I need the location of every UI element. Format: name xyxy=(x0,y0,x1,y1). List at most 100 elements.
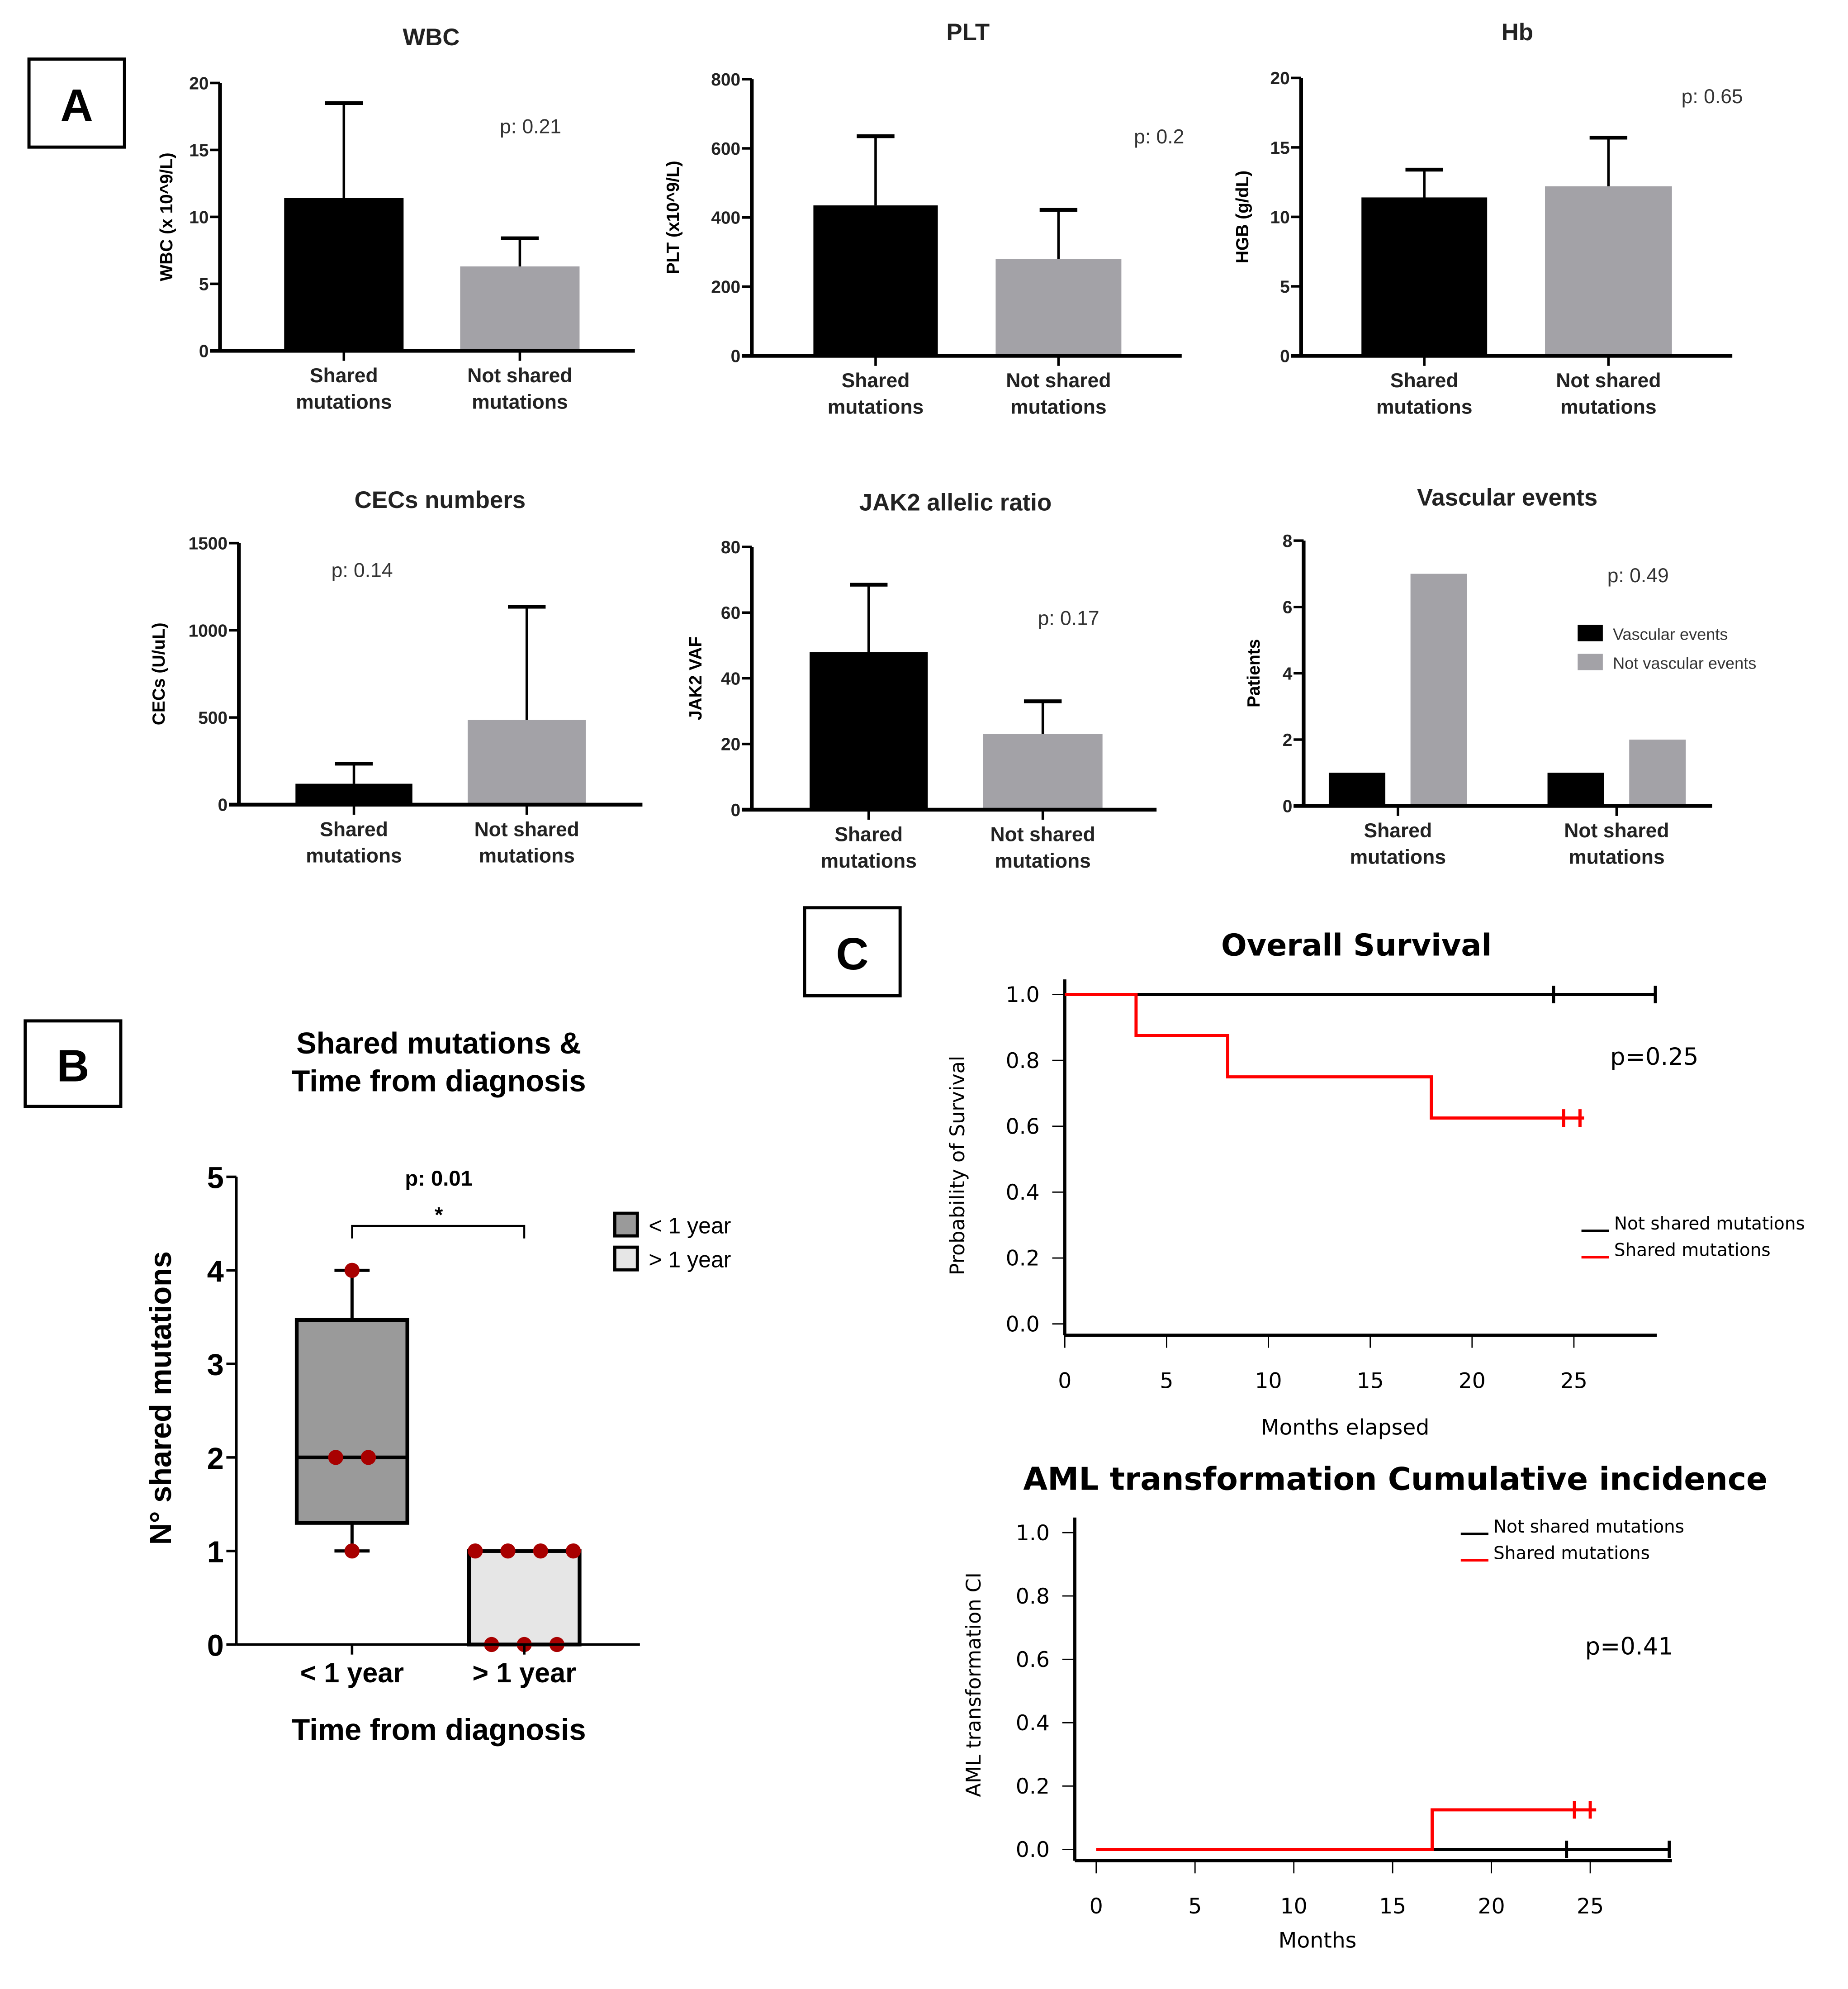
legend-label: > 1 year xyxy=(649,1247,731,1272)
legend-label: Not shared mutations xyxy=(1493,1517,1684,1537)
y-tick-label: 0.0 xyxy=(1016,1837,1050,1862)
y-axis-label: CECs (U/uL) xyxy=(149,622,169,725)
x-tick-label: mutations xyxy=(306,845,402,867)
y-tick-label: 10 xyxy=(189,208,208,227)
chart-title: CECs numbers xyxy=(355,487,526,513)
data-point xyxy=(344,1263,360,1278)
y-tick-label: 6 xyxy=(1283,598,1293,617)
chart-title: PLT xyxy=(946,19,990,46)
x-tick-label: Not shared xyxy=(1556,370,1661,392)
x-tick-label: mutations xyxy=(1350,846,1446,868)
y-tick-label: 0 xyxy=(731,347,741,366)
p-value-annotation: p: 0.17 xyxy=(1038,607,1099,629)
bar xyxy=(1629,739,1686,806)
aml-cumulative-incidence-chart: AML transformation Cumulative incidence A… xyxy=(962,1462,1767,1953)
legend-swatch xyxy=(1578,625,1603,641)
legend-label: Not vascular events xyxy=(1613,654,1756,673)
y-axis-label: HGB (g/dL) xyxy=(1233,171,1252,263)
y-tick-label: 0.2 xyxy=(1006,1246,1040,1271)
y-axis-label: WBC (x 10^9/L) xyxy=(157,152,176,281)
bar-chart-hb: Hb HGB (g/dL) p: 0.65 0 5 10 15 20 Shared mutatio… xyxy=(1233,19,1743,418)
significance-star: * xyxy=(435,1203,443,1227)
x-tick-label: mutations xyxy=(1560,396,1656,418)
y-axis-label: AML transformation CI xyxy=(962,1572,986,1797)
p-value-annotation: p: 0.14 xyxy=(332,560,393,582)
bar-chart-cecs-numbers: CECs numbers CECs (U/uL) p: 0.14 0 500 1000 15… xyxy=(149,487,643,867)
x-tick-label: 20 xyxy=(1459,1368,1486,1393)
bar xyxy=(995,259,1122,356)
data-point xyxy=(565,1543,581,1559)
data-point xyxy=(468,1543,483,1559)
y-tick-label: 500 xyxy=(198,708,227,728)
y-axis-label: Probability of Survival xyxy=(946,1056,969,1276)
x-tick-label: Shared xyxy=(1390,370,1459,392)
y-axis-label: PLT (x10^9/L) xyxy=(663,161,683,274)
y-tick-label: 800 xyxy=(711,70,740,90)
y-tick-label: 0.4 xyxy=(1016,1711,1050,1736)
legend-label: < 1 year xyxy=(649,1213,731,1239)
x-tick-label: mutations xyxy=(1010,396,1106,418)
y-tick-label: 2 xyxy=(207,1442,224,1476)
survival-step-line xyxy=(1065,993,1584,1120)
chart-title: WBC xyxy=(403,24,460,51)
bar xyxy=(813,205,938,356)
bar xyxy=(460,266,580,351)
x-tick-label: Not shared xyxy=(467,365,572,387)
bar-chart-plt: PLT PLT (x10^9/L) p: 0.2 0 200 400 600 800 Share… xyxy=(663,19,1184,418)
p-value-annotation: p: 0.21 xyxy=(500,116,561,138)
legend-swatch xyxy=(613,1245,639,1272)
y-tick-label: 400 xyxy=(711,209,740,228)
data-point xyxy=(360,1450,376,1465)
y-tick-label: 40 xyxy=(721,669,740,688)
y-tick-label: 1000 xyxy=(189,621,228,641)
bar-chart-wbc: WBC WBC (x 10^9/L) p: 0.21 0 5 10 15 20 Shared mu… xyxy=(157,24,635,413)
x-tick-label: mutations xyxy=(820,850,916,872)
y-tick-label: 200 xyxy=(711,278,740,297)
y-tick-label: 15 xyxy=(189,141,208,160)
x-tick-label: > 1 year xyxy=(472,1657,576,1688)
p-value-annotation: p=0.41 xyxy=(1585,1633,1673,1661)
x-tick-label: Not shared xyxy=(990,823,1095,845)
y-tick-label: 3 xyxy=(207,1348,224,1382)
bar xyxy=(983,734,1103,810)
x-tick-label: Not shared xyxy=(1006,370,1111,392)
y-axis-label: Patients xyxy=(1244,639,1264,707)
y-tick-label: 10 xyxy=(1270,208,1290,227)
x-tick-label: 15 xyxy=(1357,1368,1384,1393)
x-tick-label: 25 xyxy=(1577,1894,1604,1919)
x-tick-label: 10 xyxy=(1280,1894,1308,1919)
x-tick-label: Shared xyxy=(1364,820,1432,842)
y-tick-label: 0 xyxy=(199,342,209,361)
y-tick-label: 5 xyxy=(207,1162,224,1195)
x-tick-label: Shared xyxy=(834,823,903,845)
y-tick-label: 20 xyxy=(1270,69,1290,88)
x-tick-label: mutations xyxy=(995,850,1090,872)
p-value-annotation: p: 0.2 xyxy=(1134,126,1184,148)
box xyxy=(467,1549,582,1647)
y-tick-label: 60 xyxy=(721,603,740,623)
legend-label: Vascular events xyxy=(1613,625,1728,644)
data-point xyxy=(533,1543,548,1559)
bar-chart-jak2-allelic-ratio: JAK2 allelic ratio JAK2 VAF p: 0.17 0 20 40 60… xyxy=(686,489,1157,872)
chart-title: Vascular events xyxy=(1417,484,1597,511)
x-tick-label: Not shared xyxy=(474,818,579,840)
x-tick-label: mutations xyxy=(296,391,392,413)
y-tick-label: 4 xyxy=(207,1255,224,1288)
y-tick-label: 4 xyxy=(1283,664,1293,684)
x-tick-label: < 1 year xyxy=(300,1657,404,1688)
panel-label-c-text: C xyxy=(836,929,868,979)
overall-survival-chart: Overall Survival Probability of Survival M… xyxy=(946,927,1805,1440)
chart-title: JAK2 allelic ratio xyxy=(859,489,1052,516)
y-tick-label: 0 xyxy=(1283,797,1293,816)
data-point xyxy=(344,1543,360,1559)
x-tick-label: Shared xyxy=(310,365,378,387)
y-tick-label: 0 xyxy=(218,796,228,815)
y-tick-label: 1500 xyxy=(189,534,228,554)
data-point xyxy=(328,1450,343,1465)
y-axis-label: JAK2 VAF xyxy=(686,636,706,720)
bar xyxy=(1547,773,1604,806)
bar xyxy=(1328,773,1386,806)
bar xyxy=(468,720,586,805)
p-value-annotation: p: 0.65 xyxy=(1682,85,1743,108)
